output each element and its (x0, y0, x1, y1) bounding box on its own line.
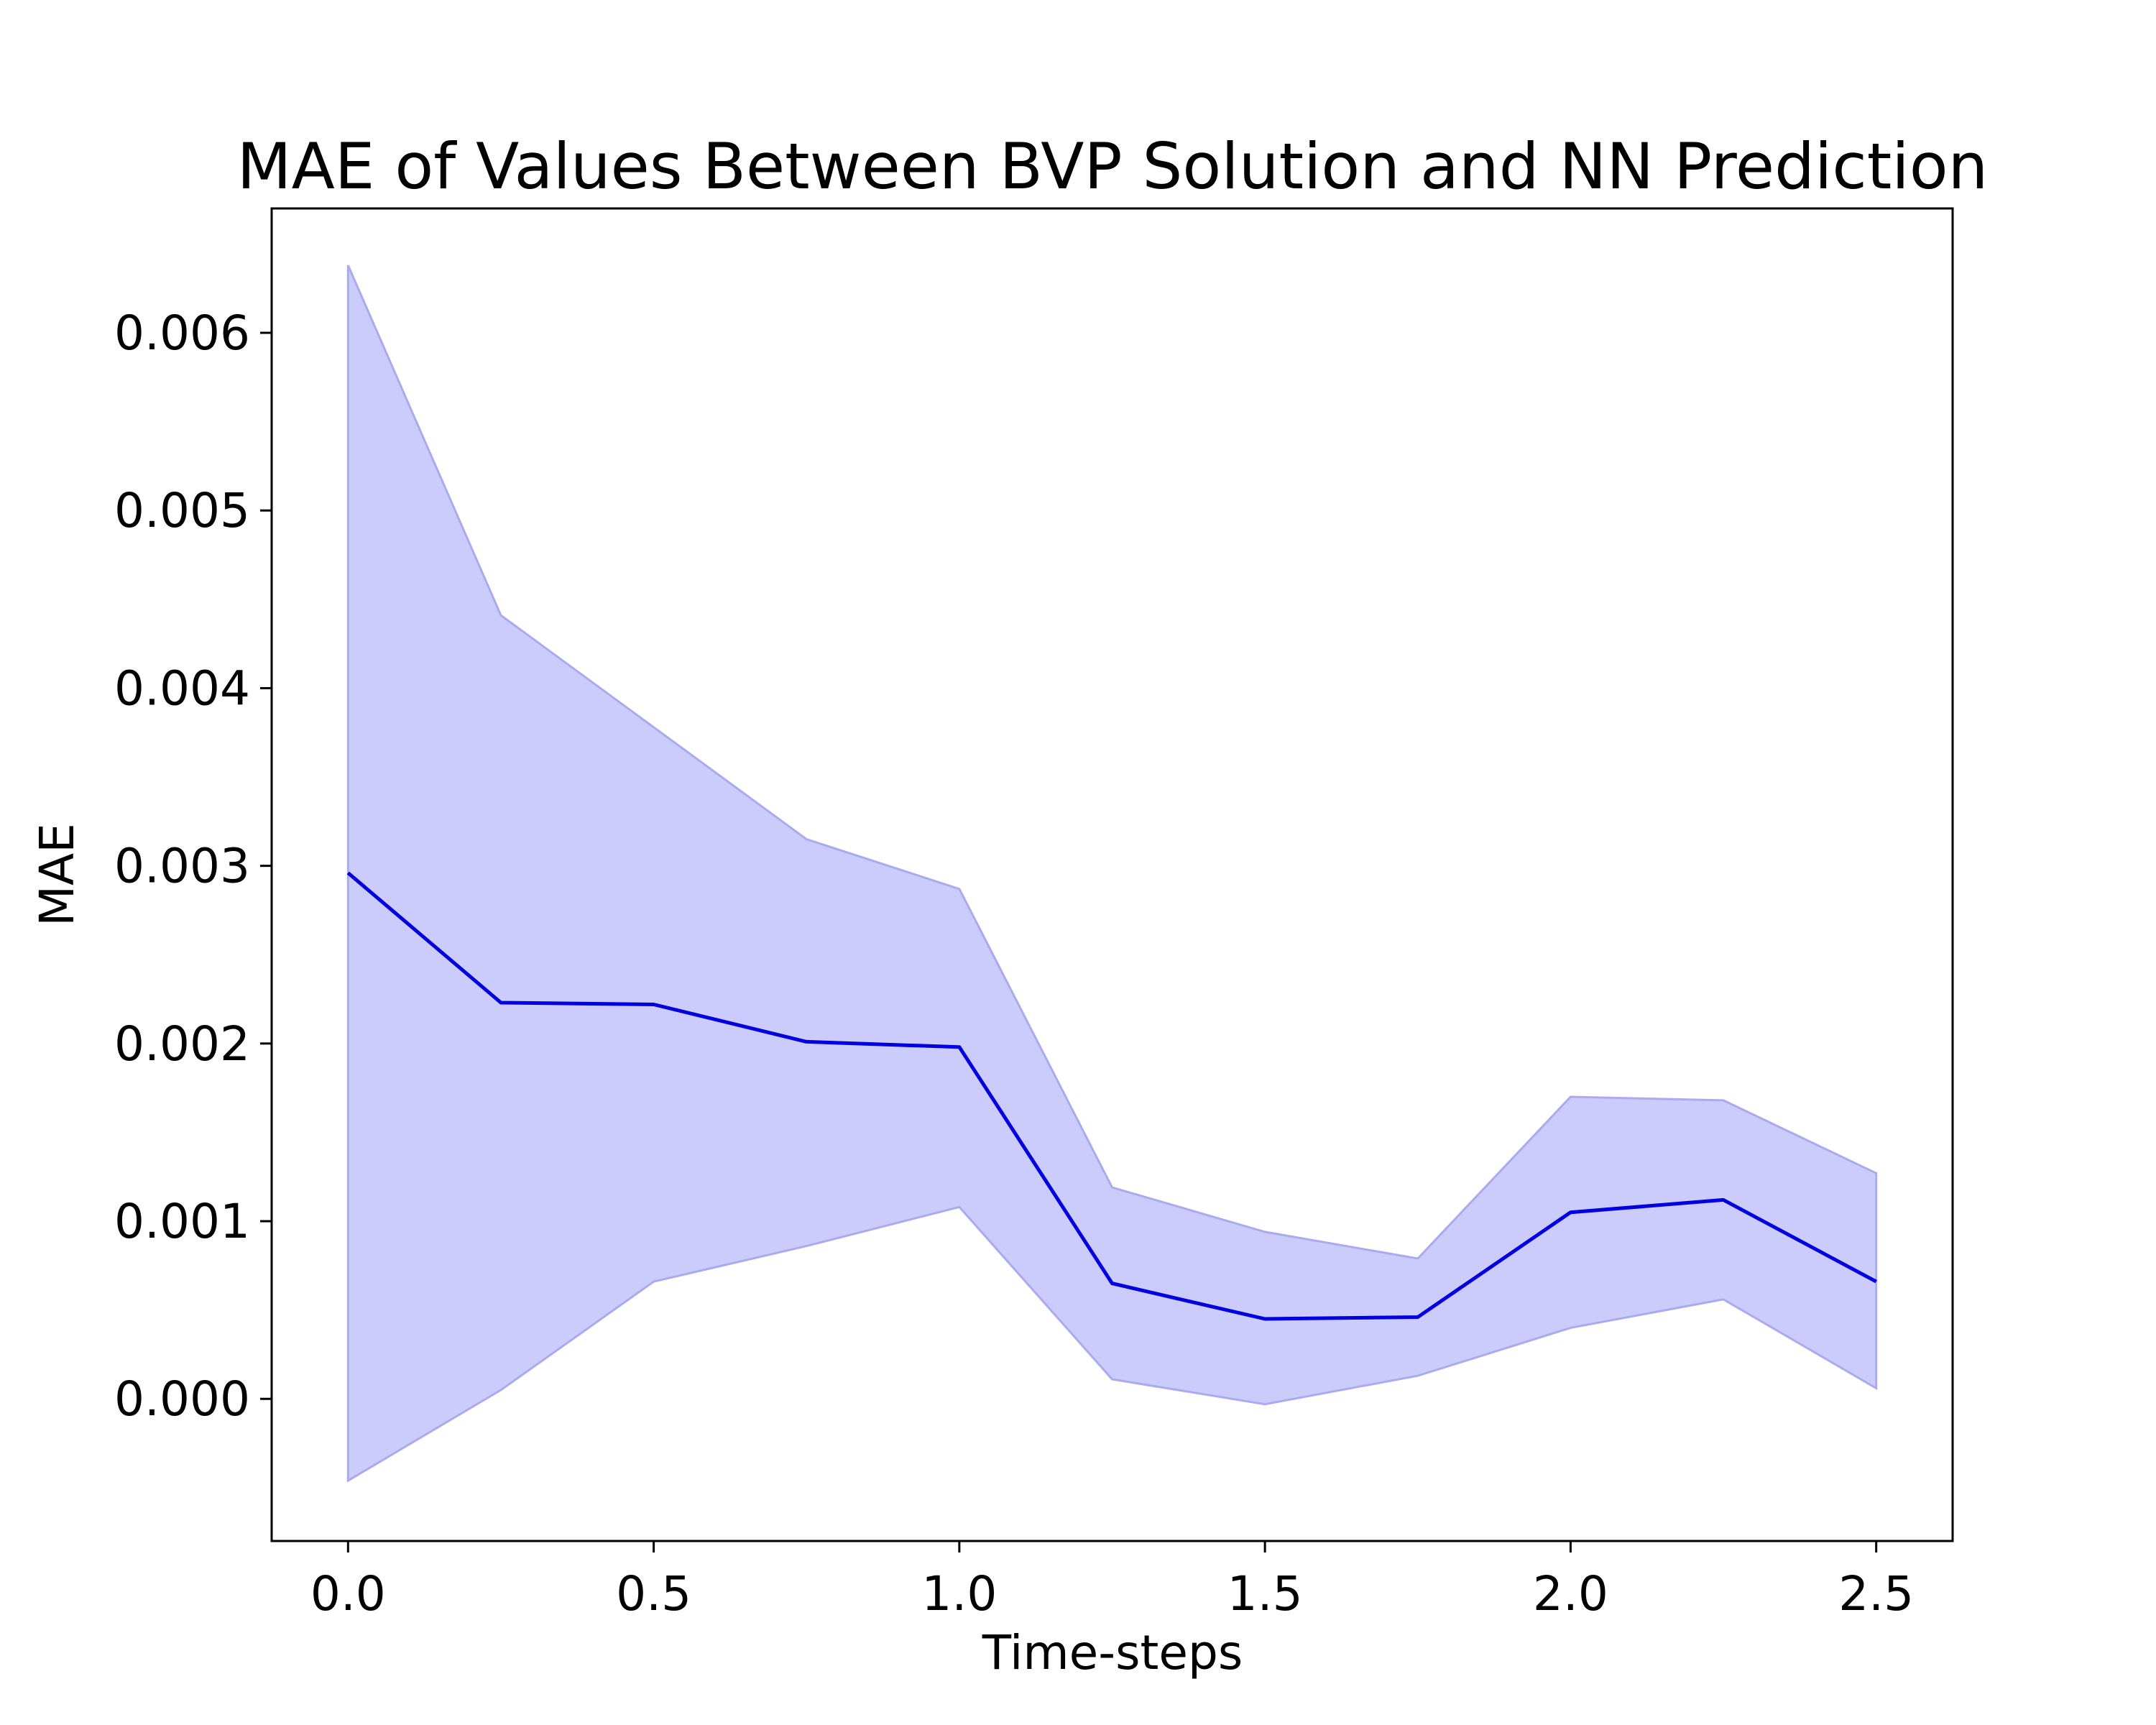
y-tick-label: 0.004 (114, 661, 250, 716)
y-tick-label: 0.002 (114, 1016, 250, 1072)
y-axis: 0.000 0.001 0.002 0.003 0.004 0.005 0.006 (114, 305, 272, 1427)
y-tick-label: 0.000 (114, 1371, 250, 1427)
plot-area (346, 264, 1878, 1483)
error-band-0 (346, 264, 1878, 1483)
series-line-0 (346, 871, 1877, 1321)
plot-frame (270, 207, 1954, 1542)
y-tick-label: 0.001 (114, 1194, 250, 1249)
x-axis: 0.0 0.5 1.0 1.5 2.0 2.5 (310, 1541, 1914, 1622)
y-tick-label: 0.005 (114, 483, 250, 538)
y-tick-label: 0.003 (114, 839, 250, 894)
x-tick-label: 0.5 (616, 1566, 691, 1622)
x-tick-label: 1.5 (1227, 1566, 1303, 1622)
x-tick-label: 2.0 (1533, 1566, 1608, 1622)
chart-title: MAE of Values Between BVP Solution and N… (237, 129, 1989, 203)
x-tick-label: 0.0 (310, 1566, 386, 1622)
y-axis-label: MAE (29, 823, 85, 926)
x-axis-label: Time-steps (982, 1625, 1243, 1680)
y-tick-label: 0.006 (114, 305, 250, 361)
x-tick-label: 2.5 (1838, 1566, 1914, 1622)
x-tick-label: 1.0 (921, 1566, 997, 1622)
